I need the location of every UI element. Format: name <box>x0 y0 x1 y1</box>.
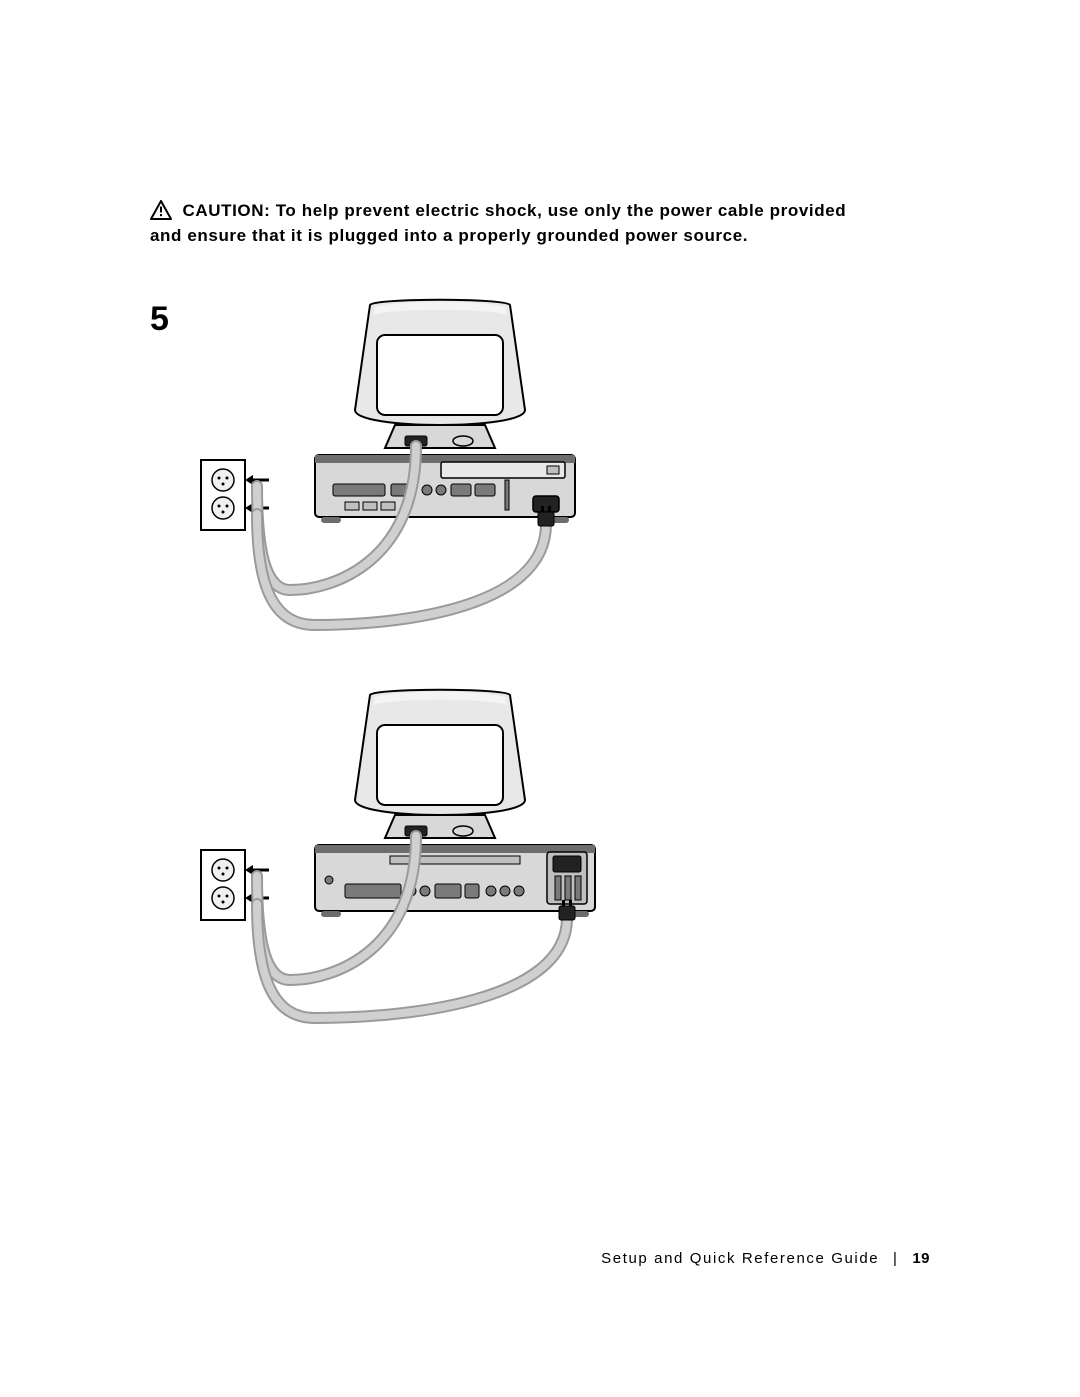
caution-text: CAUTION: To help prevent electric shock,… <box>150 201 846 245</box>
power-connection-diagram-bottom <box>195 680 655 1055</box>
step-number: 5 <box>150 300 169 339</box>
desktop-chassis-a <box>315 455 575 523</box>
caution-label: CAUTION: <box>182 201 270 220</box>
page-footer: Setup and Quick Reference Guide | 19 <box>0 1250 930 1267</box>
footer-title: Setup and Quick Reference Guide <box>601 1250 879 1267</box>
page-number: 19 <box>912 1250 930 1267</box>
caution-block: CAUTION: To help prevent electric shock,… <box>150 200 850 248</box>
caution-icon <box>150 200 172 225</box>
footer-separator: | <box>893 1250 899 1267</box>
power-connection-diagram-top <box>195 290 655 665</box>
desktop-chassis-b <box>315 845 595 917</box>
